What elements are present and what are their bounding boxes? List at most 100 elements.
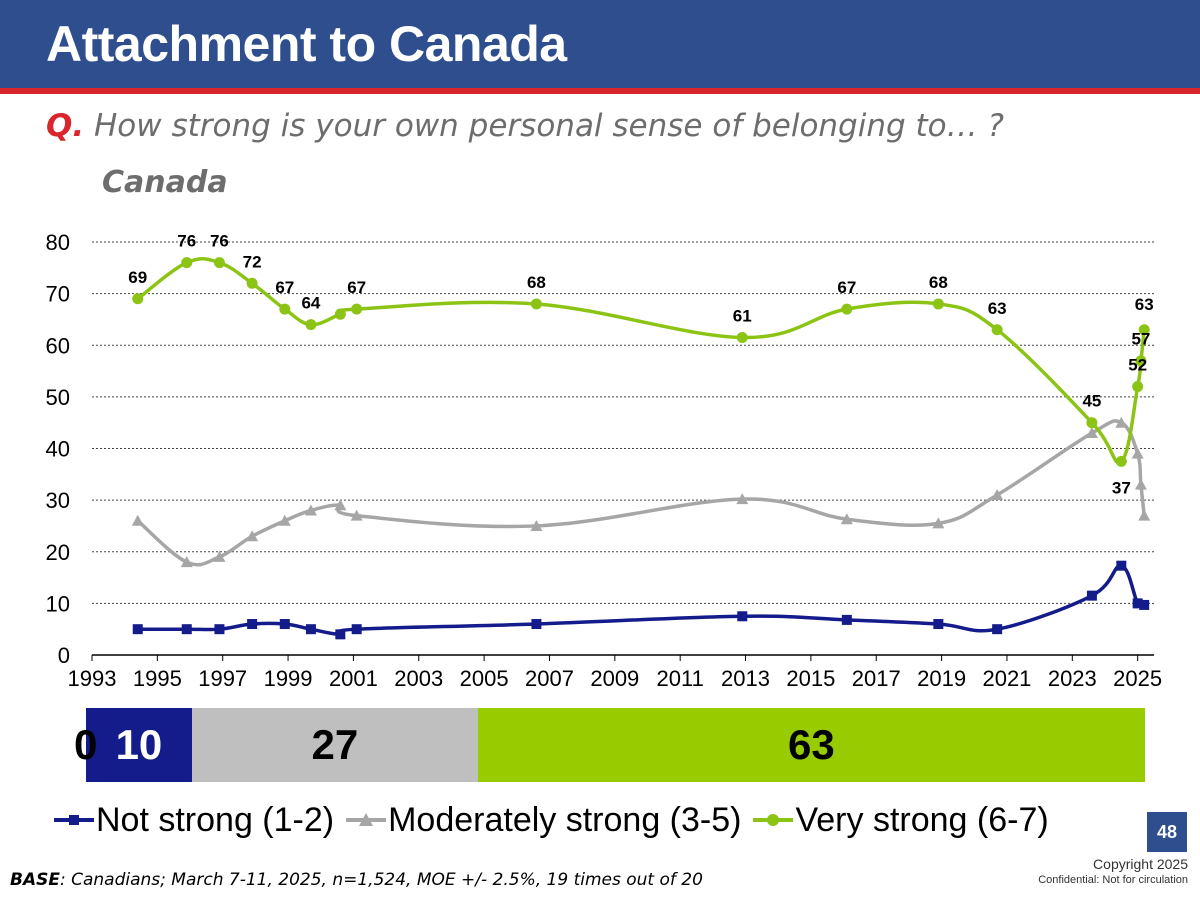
data-point-very-strong bbox=[279, 303, 291, 315]
data-label: 69 bbox=[128, 268, 147, 287]
data-point-moderately bbox=[1138, 509, 1151, 521]
y-tick-label: 80 bbox=[46, 230, 70, 255]
base-label: BASE bbox=[10, 870, 60, 890]
y-tick-label: 20 bbox=[46, 540, 70, 565]
data-point-moderately bbox=[1134, 478, 1147, 490]
data-point-moderately bbox=[304, 504, 317, 516]
data-point-moderately bbox=[278, 514, 291, 526]
data-point-not-strong bbox=[531, 619, 542, 630]
data-label: 61 bbox=[733, 307, 752, 326]
data-point-not-strong bbox=[933, 619, 944, 630]
data-point-moderately bbox=[840, 513, 853, 525]
data-point-moderately bbox=[213, 550, 226, 562]
data-point-moderately bbox=[180, 556, 193, 568]
data-point-not-strong bbox=[181, 624, 192, 635]
data-label: 37 bbox=[1112, 478, 1131, 497]
data-label: 67 bbox=[347, 278, 366, 297]
x-tick-label: 1999 bbox=[264, 666, 313, 691]
data-point-very-strong bbox=[1135, 355, 1147, 367]
x-tick-label: 2017 bbox=[852, 666, 901, 691]
x-tick-label: 2021 bbox=[982, 666, 1031, 691]
data-point-very-strong bbox=[213, 257, 225, 269]
y-tick-label: 30 bbox=[46, 488, 70, 513]
data-point-very-strong bbox=[991, 324, 1003, 336]
y-tick-label: 0 bbox=[58, 643, 70, 668]
data-point-not-strong bbox=[1116, 560, 1127, 571]
data-point-moderately bbox=[1115, 416, 1128, 428]
data-point-moderately bbox=[932, 517, 945, 529]
x-tick-label: 1993 bbox=[68, 666, 117, 691]
data-point-not-strong bbox=[279, 619, 290, 630]
header-accent-line bbox=[0, 88, 1200, 94]
data-label: 45 bbox=[1082, 392, 1101, 411]
slide-title: Attachment to Canada bbox=[46, 16, 567, 72]
y-tick-label: 10 bbox=[46, 591, 70, 616]
legend-swatch-square-icon bbox=[54, 815, 94, 825]
x-tick-label: 2023 bbox=[1048, 666, 1097, 691]
data-point-not-strong bbox=[351, 624, 362, 635]
data-label: 57 bbox=[1131, 330, 1150, 349]
legend-label: Very strong (6-7) bbox=[795, 800, 1049, 839]
header-bar bbox=[0, 0, 1200, 88]
legend-label: Not strong (1-2) bbox=[96, 800, 335, 839]
data-point-not-strong bbox=[305, 624, 316, 635]
copyright-block: Copyright 2025 Confidential: Not for cir… bbox=[1038, 856, 1188, 888]
data-point-moderately bbox=[334, 499, 347, 511]
data-point-not-strong bbox=[1132, 598, 1143, 609]
legend-swatch-triangle-icon bbox=[346, 813, 387, 826]
data-point-very-strong bbox=[181, 257, 193, 269]
stacked-bar: 10 27 63 0 bbox=[74, 708, 1145, 782]
x-tick-label: 2019 bbox=[917, 666, 966, 691]
data-point-moderately bbox=[530, 519, 543, 531]
legend-item-2: Very strong (6-7) bbox=[751, 800, 1049, 840]
x-tick-label: 2015 bbox=[786, 666, 835, 691]
x-tick-label: 2005 bbox=[460, 666, 509, 691]
question: Q. How strong is your own personal sense… bbox=[46, 104, 1004, 148]
x-tick-label: 2003 bbox=[394, 666, 443, 691]
data-point-moderately bbox=[991, 488, 1004, 500]
data-point-not-strong bbox=[737, 611, 748, 622]
data-point-very-strong bbox=[932, 298, 944, 310]
data-point-not-strong bbox=[1139, 599, 1150, 610]
series-line-1 bbox=[136, 419, 1146, 567]
x-tick-label: 2001 bbox=[329, 666, 378, 691]
legend-item-0: Not strong (1-2) bbox=[52, 801, 334, 840]
data-point-very-strong bbox=[530, 298, 542, 310]
data-point-not-strong bbox=[132, 624, 143, 635]
data-point-moderately bbox=[350, 509, 363, 521]
data-point-very-strong bbox=[1138, 324, 1150, 336]
stacked-bar-segment-1: 27 bbox=[191, 708, 478, 782]
y-tick-label: 60 bbox=[46, 333, 70, 358]
data-label: 63 bbox=[1135, 295, 1154, 314]
data-label: 64 bbox=[301, 294, 320, 313]
y-tick-label: 50 bbox=[46, 385, 70, 410]
data-point-very-strong bbox=[736, 332, 748, 344]
data-point-not-strong bbox=[335, 629, 346, 640]
data-point-very-strong bbox=[1086, 417, 1098, 429]
data-point-not-strong bbox=[841, 614, 852, 625]
legend-label: Moderately strong (3-5) bbox=[388, 800, 742, 839]
data-point-very-strong bbox=[334, 308, 346, 320]
stacked-bar-segment-0: 10 bbox=[86, 708, 192, 782]
confidential-text: Confidential: Not for circulation bbox=[1038, 874, 1188, 886]
line-chart: 0 10 20 30 40 50 60 70 80 1993 1995 1997 1999 2001 200… bbox=[46, 230, 1163, 691]
data-label: 63 bbox=[988, 299, 1007, 318]
data-label: 67 bbox=[275, 278, 294, 297]
data-label: 67 bbox=[837, 278, 856, 297]
data-point-moderately bbox=[1085, 427, 1098, 439]
x-tick-label: 1995 bbox=[133, 666, 182, 691]
copyright-text: Copyright 2025 bbox=[1093, 856, 1188, 872]
data-point-very-strong bbox=[132, 293, 144, 305]
legend-swatch-circle-icon bbox=[753, 814, 794, 826]
data-point-very-strong bbox=[305, 319, 317, 331]
chart-legend: Not strong (1-2) Moderately strong (3-5) V… bbox=[52, 796, 1059, 844]
data-point-very-strong bbox=[351, 303, 363, 315]
x-tick-label: 1997 bbox=[198, 666, 247, 691]
x-tick-label: 2013 bbox=[721, 666, 770, 691]
data-point-moderately bbox=[736, 493, 749, 505]
page-number: 48 bbox=[1147, 812, 1187, 852]
data-point-not-strong bbox=[214, 624, 225, 635]
x-tick-label: 2025 bbox=[1113, 666, 1162, 691]
data-point-not-strong bbox=[992, 624, 1003, 635]
stacked-bar-zero-label: 0 bbox=[74, 721, 98, 768]
